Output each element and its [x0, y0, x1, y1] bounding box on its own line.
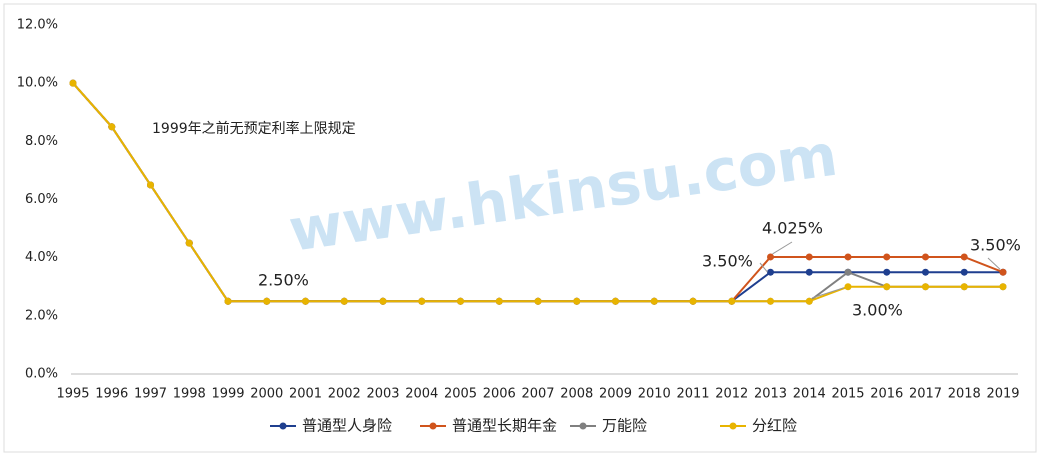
x-tick-label: 2003: [366, 387, 399, 402]
data-point: [573, 297, 581, 305]
data-point: [69, 79, 77, 87]
x-tick-label: 1996: [95, 387, 128, 402]
data-point: [844, 283, 852, 291]
leader-line: [759, 262, 768, 273]
legend-marker: [729, 422, 737, 430]
legend-marker: [429, 422, 437, 430]
x-tick-label: 1999: [211, 387, 244, 402]
legend-label: 普通型人身险: [302, 417, 392, 435]
legend-label: 普通型长期年金: [452, 417, 557, 435]
x-tick-label: 1995: [56, 387, 89, 402]
x-tick-label: 2005: [444, 387, 477, 402]
chart-frame: [3, 3, 1037, 453]
x-tick-label: 2002: [328, 387, 361, 402]
y-tick-label: 8.0%: [25, 134, 58, 149]
data-point: [999, 283, 1007, 291]
x-tick-label: 2010: [638, 387, 671, 402]
data-point: [844, 268, 852, 276]
data-point: [922, 283, 929, 291]
annotation-label: 3.00%: [852, 301, 903, 320]
annotation-note: 1999年之前无预定利率上限规定: [152, 120, 356, 137]
data-point: [224, 297, 232, 305]
data-point: [883, 283, 891, 291]
leader-line: [987, 257, 1001, 270]
data-point: [379, 297, 387, 305]
data-point: [418, 297, 426, 305]
data-point: [844, 253, 852, 261]
annotation-label: 2.50%: [258, 271, 309, 290]
x-tick-label: 2011: [676, 387, 709, 402]
data-point: [689, 297, 697, 305]
y-tick-label: 6.0%: [25, 192, 58, 207]
data-point: [612, 297, 619, 305]
x-tick-label: 2015: [831, 387, 864, 402]
data-point: [805, 253, 813, 261]
data-point: [263, 297, 271, 305]
x-tick-label: 2000: [250, 387, 283, 402]
x-tick-label: 2017: [909, 387, 942, 402]
y-tick-label: 4.0%: [25, 250, 58, 265]
data-point: [922, 253, 929, 261]
data-point: [108, 123, 116, 131]
data-point: [960, 268, 968, 276]
data-point: [960, 283, 968, 291]
x-tick-label: 2008: [560, 387, 593, 402]
leader-line: [772, 241, 793, 255]
y-tick-label: 2.0%: [25, 308, 58, 323]
data-point: [922, 268, 929, 276]
x-tick-label: 2014: [793, 387, 826, 402]
annotation-label: 4.025%: [762, 219, 823, 238]
leader-line: [811, 287, 845, 299]
x-tick-label: 2006: [483, 387, 516, 402]
data-point: [650, 297, 658, 305]
annotation-label: 3.50%: [970, 236, 1021, 255]
data-point: [767, 253, 774, 261]
data-point: [185, 239, 193, 247]
x-tick-label: 2001: [289, 387, 322, 402]
data-point: [767, 297, 774, 305]
x-tick-label: 2018: [948, 387, 981, 402]
data-point: [728, 297, 736, 305]
legend-marker: [579, 422, 587, 430]
data-point: [883, 253, 891, 261]
x-tick-label: 2009: [599, 387, 632, 402]
data-point: [495, 297, 503, 305]
data-point: [147, 181, 154, 189]
legend-label: 分红险: [752, 417, 797, 435]
data-point: [805, 268, 813, 276]
legend-label: 万能险: [602, 417, 647, 435]
y-tick-label: 0.0%: [25, 367, 58, 382]
data-point: [457, 297, 464, 305]
data-point: [534, 297, 542, 305]
x-tick-label: 2012: [715, 387, 748, 402]
x-tick-label: 2013: [754, 387, 787, 402]
data-point: [302, 297, 309, 305]
data-point: [805, 297, 813, 305]
y-tick-label: 12.0%: [17, 18, 58, 33]
x-tick-label: 2016: [870, 387, 903, 402]
x-tick-label: 1997: [134, 387, 167, 402]
data-point: [999, 268, 1007, 276]
x-tick-label: 2004: [405, 387, 438, 402]
x-tick-label: 2007: [521, 387, 554, 402]
x-tick-label: 2019: [986, 387, 1019, 402]
data-point: [767, 268, 774, 276]
data-point: [883, 268, 891, 276]
data-point: [340, 297, 348, 305]
legend-marker: [279, 422, 287, 430]
y-tick-label: 10.0%: [17, 76, 58, 91]
annotation-label: 3.50%: [702, 252, 753, 271]
x-tick-label: 1998: [173, 387, 206, 402]
data-point: [960, 253, 968, 261]
